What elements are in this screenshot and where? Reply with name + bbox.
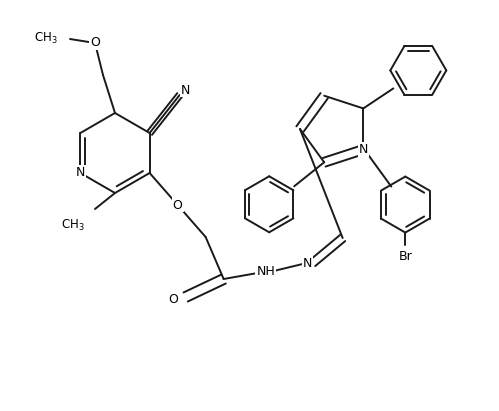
Text: Br: Br <box>398 249 412 263</box>
Text: O: O <box>173 199 183 212</box>
Text: O: O <box>90 37 100 49</box>
Text: N: N <box>359 143 368 156</box>
Text: N: N <box>303 256 312 270</box>
Text: NH: NH <box>256 265 275 277</box>
Text: N: N <box>76 166 85 180</box>
Text: N: N <box>181 83 190 97</box>
Text: O: O <box>168 293 178 305</box>
Text: CH$_3$: CH$_3$ <box>61 218 85 233</box>
Text: CH$_3$: CH$_3$ <box>34 30 58 46</box>
